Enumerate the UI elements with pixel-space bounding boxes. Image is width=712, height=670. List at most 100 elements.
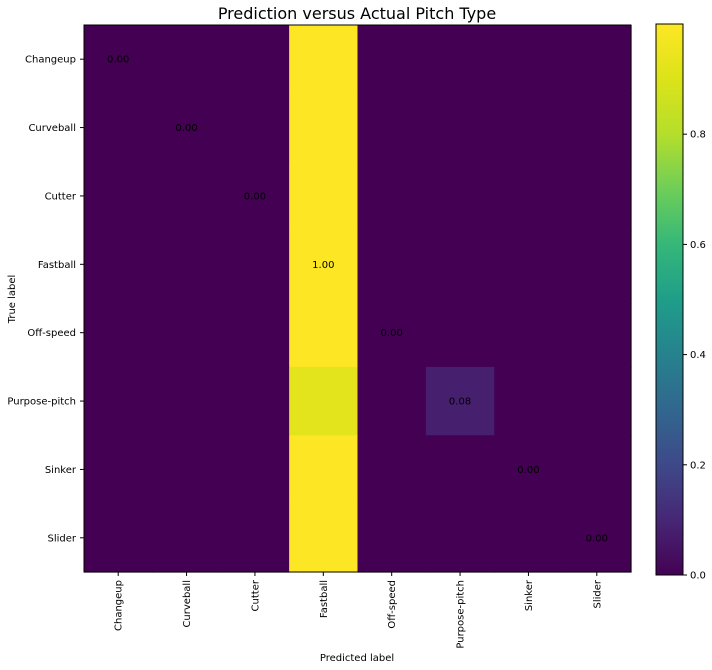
heatmap-cell <box>220 93 290 163</box>
heatmap-cell <box>152 161 222 231</box>
heatmap-cell <box>84 435 153 505</box>
colorbar-tick-label: 0.4 <box>690 350 706 361</box>
heatmap-cell <box>220 503 290 573</box>
heatmap-cell <box>289 298 359 368</box>
heatmap-cell <box>152 230 222 300</box>
heatmap-cell <box>289 435 359 505</box>
cell-value-label: 0.00 <box>244 191 266 202</box>
heatmap-cell <box>152 298 222 368</box>
heatmap-cell <box>494 230 564 300</box>
heatmap-cell <box>494 25 564 94</box>
heatmap-cell <box>425 93 495 163</box>
heatmap-cell <box>220 161 290 231</box>
heatmap-cell <box>357 435 427 505</box>
heatmap-cell <box>357 503 427 573</box>
x-axis-ticks: Changeup Curveball Cutter Fastball Off-speed… <box>114 572 603 649</box>
heatmap-cell <box>494 298 564 368</box>
heatmap-cell <box>152 366 222 436</box>
plot-frame <box>83 24 632 573</box>
heatmap-cell <box>220 230 290 300</box>
heatmap-cell <box>152 503 222 573</box>
x-tick-label: Curveball <box>182 580 193 628</box>
heatmap-cell <box>425 366 495 436</box>
colorbar: 0.0 0.2 0.4 0.6 0.8 <box>655 23 706 582</box>
x-tick-label: Cutter <box>250 579 261 611</box>
cell-value-label: 0.00 <box>381 328 403 339</box>
heatmap-cell <box>425 161 495 231</box>
cell-value-label: 0.00 <box>175 123 197 134</box>
heatmap-cell <box>84 503 153 573</box>
heatmap-cell <box>562 366 632 436</box>
heatmap-cell <box>494 161 564 231</box>
heatmap-cell <box>562 298 632 368</box>
heatmap-cell <box>84 230 153 300</box>
heatmap-cell <box>289 25 359 94</box>
heatmap-cell <box>84 161 153 231</box>
y-tick-label: Cutter <box>45 191 77 202</box>
x-tick-label: Sinker <box>524 579 535 611</box>
heatmap-cell <box>84 366 153 436</box>
x-tick-label: Changeup <box>114 580 125 631</box>
heatmap-cell <box>494 503 564 573</box>
heatmap-cell <box>289 503 359 573</box>
colorbar-tick-label: 0.6 <box>690 240 706 251</box>
y-tick-label: Sinker <box>45 465 77 476</box>
cell-value-label: 1.00 <box>312 260 334 271</box>
heatmap-cell <box>562 25 632 94</box>
heatmap-cell <box>562 503 632 573</box>
colorbar-frame <box>655 23 684 576</box>
heatmap-cell <box>357 161 427 231</box>
x-axis-label: Predicted label <box>320 653 394 664</box>
heatmap-cell <box>84 298 153 368</box>
heatmap-cell <box>152 435 222 505</box>
heatmap-cells <box>84 25 632 573</box>
heatmap-cell <box>562 435 632 505</box>
cell-annotations: 0.00 0.00 0.00 1.00 0.00 0.08 0.00 0.00 <box>107 55 608 545</box>
heatmap-cell <box>357 93 427 163</box>
y-tick-label: Changeup <box>25 55 76 66</box>
x-tick-label: Slider <box>592 579 603 608</box>
heatmap-cell <box>425 230 495 300</box>
heatmap-cell <box>220 298 290 368</box>
colorbar-tick-label: 0.0 <box>690 571 706 582</box>
y-axis-ticks: Changeup Curveball Cutter Fastball Off-speed… <box>7 55 84 544</box>
cell-value-label: 0.00 <box>517 465 539 476</box>
chart-title: Prediction versus Actual Pitch Type <box>218 4 496 23</box>
x-tick-label: Fastball <box>319 580 330 618</box>
heatmap-cell <box>220 435 290 505</box>
heatmap-cell <box>289 161 359 231</box>
heatmap-cell <box>425 298 495 368</box>
heatmap-cell <box>562 93 632 163</box>
colorbar-tick-label: 0.8 <box>690 130 706 141</box>
heatmap-cell <box>425 25 495 94</box>
heatmap-cell <box>562 161 632 231</box>
heatmap-cell <box>289 93 359 163</box>
heatmap-cell <box>152 25 222 94</box>
heatmap-cell <box>494 366 564 436</box>
heatmap-cell <box>357 298 427 368</box>
cell-value-label: 0.00 <box>107 55 129 66</box>
heatmap-cell <box>289 366 359 436</box>
y-tick-label: Purpose-pitch <box>7 397 76 408</box>
heatmap-cell <box>357 366 427 436</box>
x-tick-label: Off-speed <box>387 580 398 629</box>
y-tick-label: Slider <box>47 533 76 544</box>
heatmap-cell <box>357 230 427 300</box>
heatmap-cell <box>220 25 290 94</box>
heatmap-cell <box>494 435 564 505</box>
heatmap-cell <box>425 435 495 505</box>
heatmap-cell <box>220 366 290 436</box>
x-tick-label: Purpose-pitch <box>456 580 467 649</box>
heatmap-cell <box>562 230 632 300</box>
cell-value-label: 0.08 <box>449 397 471 408</box>
heatmap-cell <box>357 25 427 94</box>
y-axis-label: True label <box>7 275 18 325</box>
heatmap-cell <box>494 93 564 163</box>
heatmap-cell <box>84 93 153 163</box>
cell-value-label: 0.00 <box>586 533 608 544</box>
heatmap-cell <box>152 93 222 163</box>
colorbar-tick-label: 0.2 <box>690 460 706 471</box>
y-tick-label: Off-speed <box>27 328 76 339</box>
y-tick-label: Curveball <box>28 123 76 134</box>
